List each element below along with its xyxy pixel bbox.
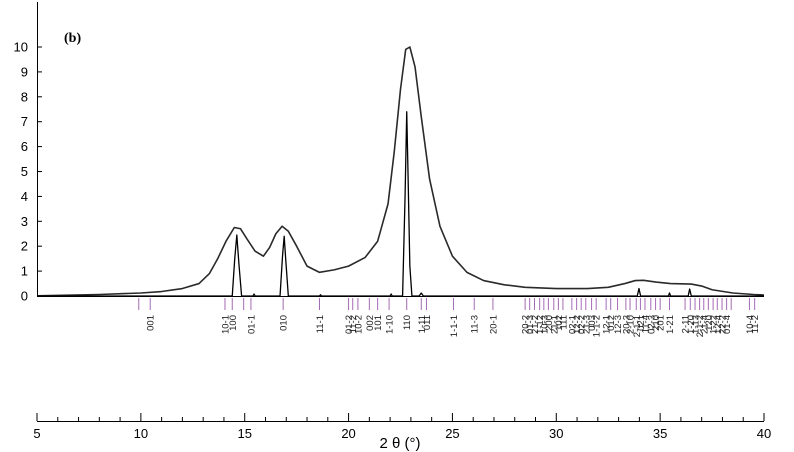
reflection-label-1: 001 [146,315,157,331]
y-tick-label-5: 5 [21,164,28,179]
reflection-label-3: 100 [228,315,239,331]
reflection-label-35: 12-1 [602,315,613,334]
reflection-label-13: 1-10 [385,315,396,334]
reflection-label-14: 110 [402,315,413,330]
x-tick-label-35: 35 [653,426,667,441]
reflection-label-18: 11-3 [470,315,481,333]
reflection-label-52: 120 [704,315,715,331]
reflection-label-33: 003 [587,315,598,331]
reflection-label-30: 12-2 [572,315,583,334]
reflection-label-21: 01-3 [525,315,536,334]
reflection-label-59: 11-2 [750,315,761,333]
reflection-label-50: 2-1-2 [695,315,706,337]
x-tick-label-25: 25 [445,426,459,441]
panel-label: (b) [64,31,81,46]
x-tick-label-5: 5 [33,426,40,441]
reflection-label-28: 111 [558,315,569,329]
reflection-label-51: 21-4 [699,315,710,334]
reflection-label-29: 02-1 [567,315,578,334]
reflection-label-27: 102 [554,315,565,331]
reflection-label-7: 11-1 [315,315,326,333]
reflection-label-58: 10-4 [745,315,756,334]
reflection-label-17: 1-1-1 [449,315,460,337]
y-tick-label-1: 1 [21,264,28,279]
reflection-label-49: 1-13 [691,315,702,334]
reflection-label-22: 21-2 [530,315,541,334]
reflection-label-25: 200 [544,315,555,331]
reflection-label-32: 21-3 [581,315,592,334]
reflection-label-6: 010 [279,315,290,331]
y-tick-label-10: 10 [14,40,28,55]
y-tick-label-8: 8 [21,89,28,104]
reflection-label-56: 01-4 [722,315,733,334]
reflection-label-23: 1-12 [535,315,546,334]
y-tick-label-9: 9 [21,64,28,79]
x-tick-label-40: 40 [757,426,771,441]
reflection-label-9: 11-2 [348,315,359,333]
y-tick-label-6: 6 [21,139,28,154]
reflection-label-39: 2-10 [626,315,637,334]
y-tick-label-4: 4 [21,189,28,204]
reflection-label-43: 02-3 [646,315,657,334]
reflection-label-5: 01-1 [246,315,257,334]
reflection-label-48: 1-20 [686,315,697,334]
reflection-label-37: 12-3 [613,315,624,334]
x-tick-label-30: 30 [549,426,563,441]
reflection-label-16: 011 [422,315,433,330]
reflection-label-53: 1-22 [709,315,720,334]
reflection-label-40: 2-1-1 [632,315,643,337]
reflection-label-41: 021 [636,315,647,331]
reflection-label-12: 101 [373,315,384,331]
reflection-label-8: 01-2 [344,315,355,334]
x-tick-label-20: 20 [341,426,355,441]
y-tick-label-7: 7 [21,114,28,129]
diffraction-curve-1 [36,46,765,297]
reflection-label-47: 2-11 [681,315,692,333]
reflection-label-11: 002 [365,315,376,331]
reflection-label-38: 20-3 [621,315,632,334]
reflection-label-20: 20-2 [521,315,532,334]
reflection-label-26: 21-1 [549,315,560,334]
reflection-label-54: 12-4 [713,315,724,334]
x-tick-label-10: 10 [134,426,148,441]
reflection-label-42: 11-4 [640,315,651,333]
reflection-label-10: 10-2 [353,315,364,334]
reflection-label-45: 201 [656,315,667,331]
reflection-label-31: 02-2 [577,315,588,334]
y-tick-label-2: 2 [21,239,28,254]
x-tick-label-15: 15 [237,426,251,441]
y-tick-label-3: 3 [21,214,28,229]
reflection-label-2: 10-1 [220,315,231,334]
reflection-label-46: 1-21 [665,315,676,334]
reflection-label-36: 012 [606,315,617,331]
reflection-label-15: 1-11 [417,315,428,333]
reflection-label-44: 210 [651,315,662,331]
reflection-label-34: 1-1-2 [592,315,603,337]
y-tick-label-0: 0 [21,289,28,304]
x-axis-title: 2 θ (°) [379,435,420,452]
reflection-label-19: 20-1 [488,315,499,334]
reflection-label-55: 22-2 [718,315,729,334]
reflection-label-24: 10-3 [539,315,550,334]
